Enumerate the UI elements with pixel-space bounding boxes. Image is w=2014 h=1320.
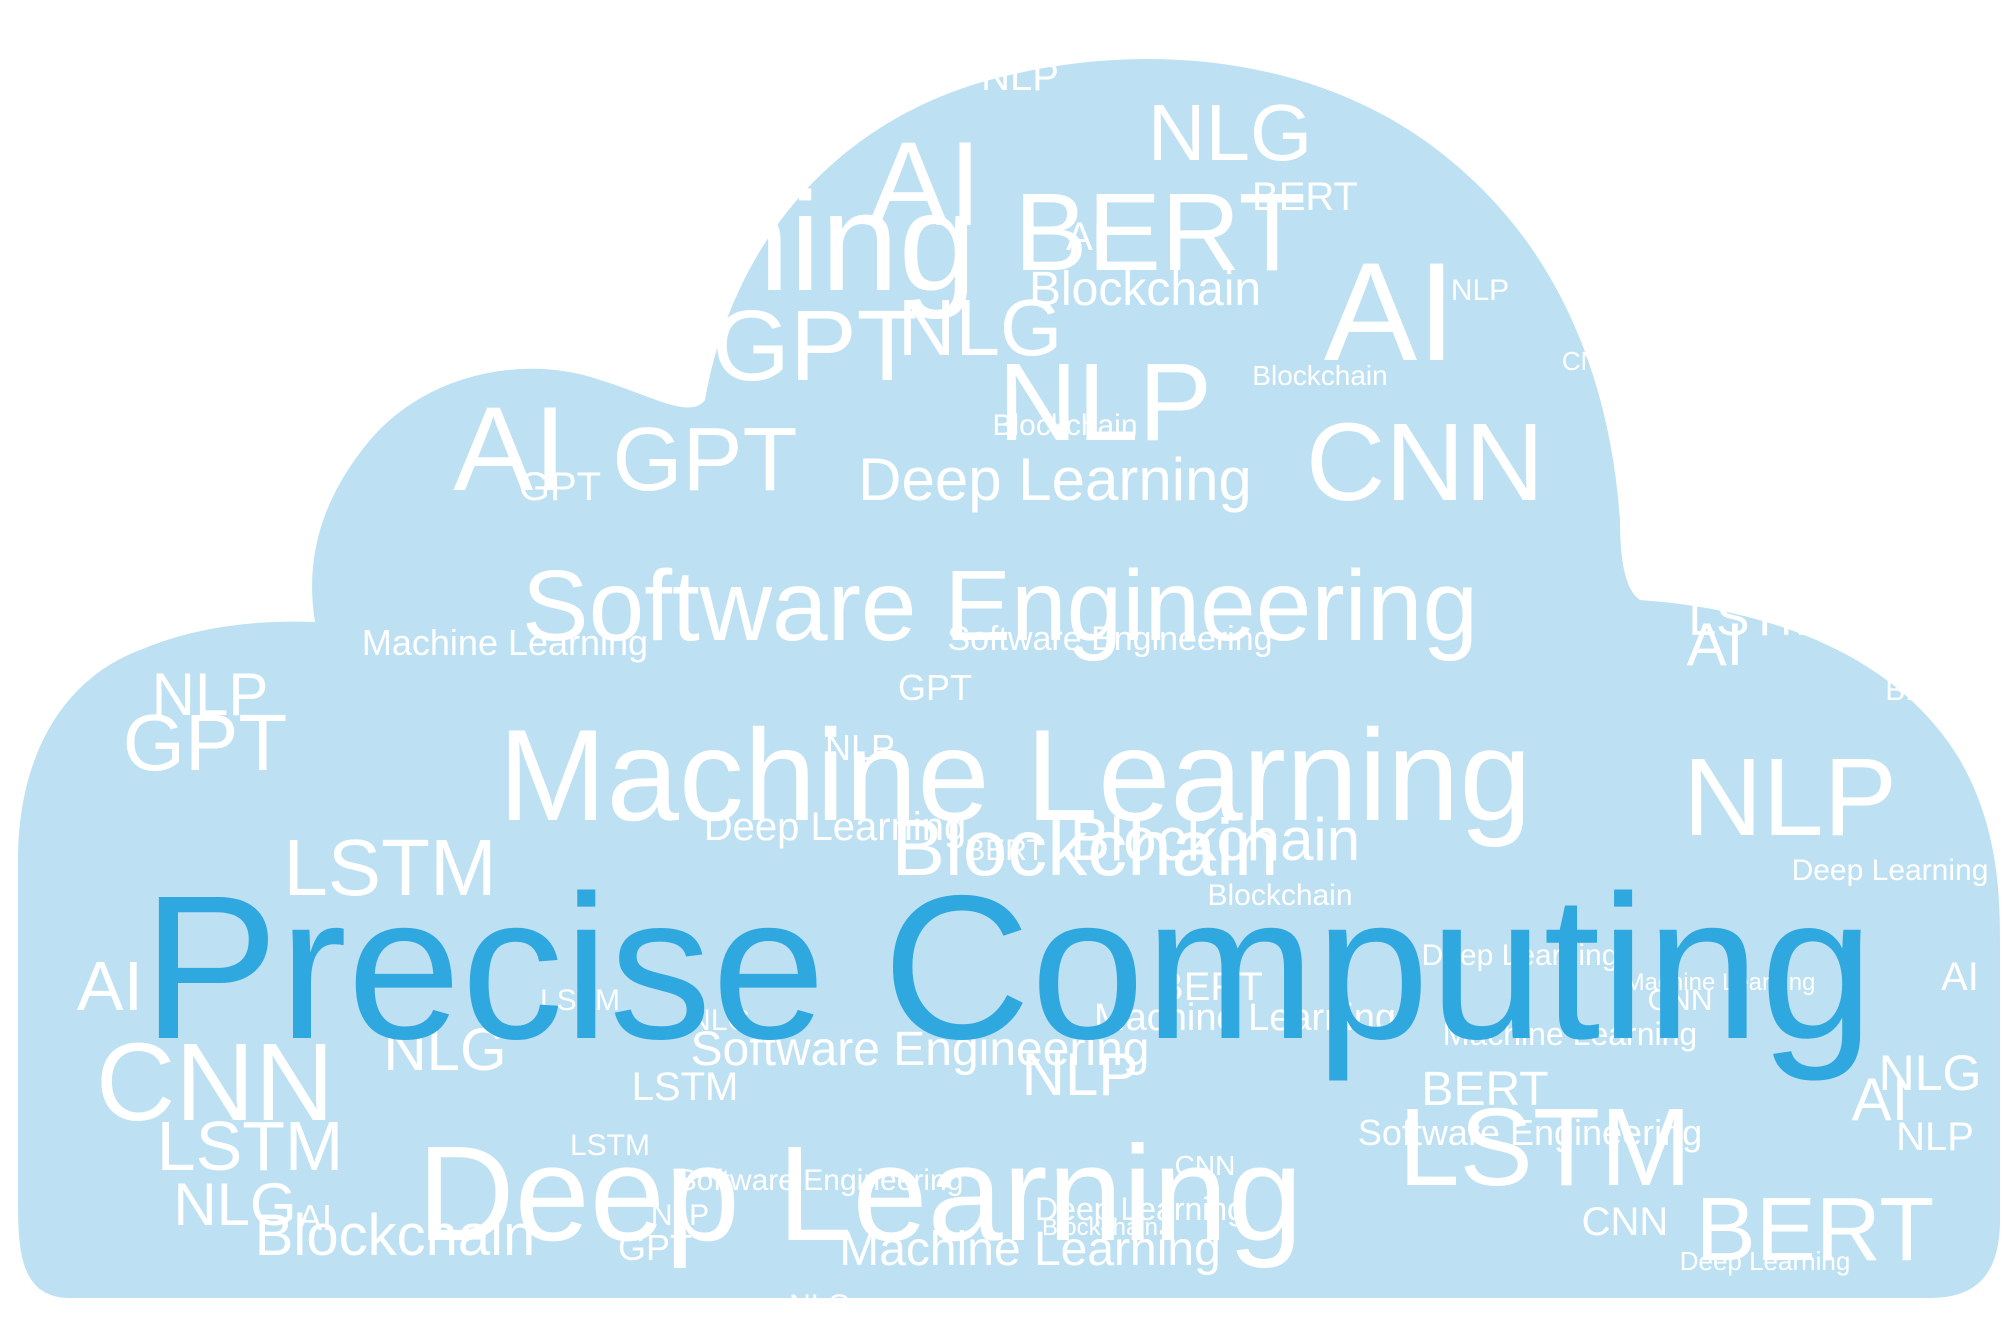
- cloud-word: Software Engineering: [1358, 1112, 1702, 1153]
- cloud-word: LSTM: [1790, 154, 1870, 187]
- cloud-word: NLG: [1879, 1045, 1982, 1101]
- cloud-word: AI: [1324, 233, 1456, 390]
- cloud-word: Blockchain: [892, 803, 1279, 892]
- cloud-word: NLG: [689, 1004, 751, 1037]
- cloud-word: Blockchain: [1207, 879, 1352, 912]
- cloud-word: CNN: [1582, 1200, 1669, 1244]
- cloud-word: AI: [298, 1197, 332, 1238]
- cloud-word: AI: [868, 117, 981, 251]
- cloud-word: NLG: [1148, 88, 1313, 177]
- cloud-word: CNN: [1916, 607, 1994, 648]
- cloud-word: GPT: [612, 410, 797, 510]
- cloud-word: Deep Learning: [704, 805, 966, 849]
- cloud-word: GPT: [898, 667, 972, 708]
- cloud-word: AI: [1941, 955, 1979, 999]
- cloud-word: Deep Learning: [1035, 1191, 1245, 1227]
- cloud-word: Deep Learning: [1422, 939, 1619, 972]
- cloud-word: Blockchain: [1029, 263, 1261, 316]
- cloud-word: NLP: [152, 661, 269, 728]
- cloud-shape: [18, 59, 2000, 1298]
- cloud-word: AI: [1066, 215, 1104, 259]
- cloud-word: Blockchain: [1042, 1214, 1158, 1241]
- cloud-word: NLP: [981, 55, 1059, 99]
- cloud-word: BERT: [1696, 1180, 1934, 1280]
- cloud-word: Deep Learning: [417, 1118, 1303, 1269]
- cloud-word: Deep Learning: [1680, 1246, 1851, 1276]
- cloud-word: Deep Learning: [1792, 854, 1989, 887]
- cloud-word: AI: [1687, 611, 1744, 678]
- cloud-word: Software Engineering: [677, 1164, 964, 1197]
- cloud-word: Software Engineering: [522, 550, 1478, 662]
- cloud-word: Blockchain: [992, 409, 1137, 442]
- cloud-word: Deep Learning: [858, 446, 1252, 513]
- cloud-word: NLP: [1683, 736, 1897, 859]
- cloud-word: Machine Learning: [1625, 969, 1816, 996]
- cloud-word: NLP: [825, 727, 895, 768]
- cloud-word: LSTM: [157, 1107, 344, 1185]
- cloud-word: NLG: [898, 283, 1063, 372]
- cloud-word: NLP: [651, 1199, 709, 1232]
- cloud-word: LSTM: [1398, 1086, 1691, 1209]
- cloud-word: BERT: [1421, 1063, 1548, 1116]
- cloud-word: Machine Learning: [839, 1223, 1221, 1276]
- cloud-word: LSTM: [570, 1129, 650, 1162]
- cloud-word: CNN: [1306, 401, 1544, 524]
- cloud-word: Machine Learning: [498, 702, 1531, 848]
- cloud-word: GPT: [618, 1227, 692, 1268]
- cloud-word: NLP: [1451, 274, 1509, 307]
- cloud-word: Blockchain: [1070, 806, 1360, 873]
- cloud-word: GPT: [712, 290, 918, 402]
- cloud-word: NLP: [111, 464, 169, 497]
- cloud-word: NLG: [383, 1016, 506, 1083]
- cloud-word: NLG: [109, 570, 212, 626]
- cloud-word: AI: [453, 382, 566, 516]
- cloud-word: GPT: [1624, 485, 1706, 529]
- cloud-word: LSTM: [283, 823, 496, 912]
- cloud-word: LSTM: [540, 984, 620, 1017]
- cloud-word: NLG: [789, 1289, 851, 1320]
- cloud-word: BERT: [1157, 965, 1263, 1009]
- cloud-word: BERT: [965, 834, 1044, 867]
- cloud-word: CNN: [1562, 346, 1618, 376]
- cloud-word: AI: [1852, 1066, 1909, 1133]
- cloud-word: LSTM: [1688, 590, 1821, 646]
- cloud-word: NLG: [173, 1171, 296, 1238]
- cloud-word: Machine Learning: [362, 622, 648, 663]
- cloud-word: BERT: [1885, 674, 1964, 707]
- cloud-word: Blockchain: [1252, 360, 1387, 391]
- headline-text: Precise Computing: [142, 853, 1874, 1082]
- cloud-word: CNN: [96, 1021, 334, 1144]
- cloud-word: Machine Learning: [0, 163, 976, 320]
- cloud-word: CNN: [1648, 984, 1713, 1017]
- cloud-word: Blockchain: [255, 1203, 535, 1268]
- cloud-word: Machine Learning: [1094, 997, 1396, 1039]
- cloud-word: GPT: [519, 465, 601, 509]
- cloud-word: CNN: [1175, 1150, 1236, 1181]
- cloud-word: BERT: [1014, 171, 1305, 294]
- cloud-word: Software Engineering: [691, 1023, 1150, 1076]
- cloud-word: NLP: [1022, 1041, 1139, 1108]
- cloud-word: AI: [77, 947, 143, 1025]
- cloud-word: LSTM: [632, 1065, 739, 1109]
- cloud-word: GPT: [123, 698, 287, 787]
- cloud-word: BERT: [1252, 175, 1358, 219]
- cloud-word: Software Engineering: [947, 620, 1272, 658]
- cloud-word: Machine Learning: [1443, 1016, 1697, 1052]
- cloud-word: NLP: [998, 341, 1212, 464]
- cloud-word: NLP: [1896, 1115, 1974, 1159]
